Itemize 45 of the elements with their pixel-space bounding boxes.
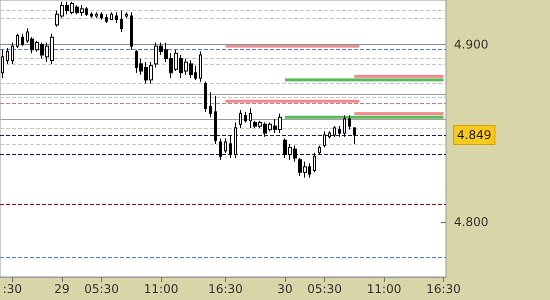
- x-tick-label: 16:30: [426, 282, 461, 296]
- candlestick: [328, 130, 331, 139]
- candlestick: [11, 42, 14, 64]
- candlestick: [333, 126, 336, 138]
- ref-line-label: 4.849: [457, 128, 492, 142]
- candlestick: [115, 12, 118, 24]
- candlestick: [348, 114, 351, 130]
- x-tick-label: 16:30: [208, 282, 243, 296]
- x-tick-label: 11:00: [144, 282, 178, 296]
- candlestick: [105, 14, 108, 24]
- candlestick: [6, 47, 9, 64]
- candlestick: [224, 138, 227, 154]
- candlestick: [209, 92, 212, 118]
- candlestick: [110, 12, 113, 20]
- x-tick-label: 29: [54, 282, 70, 296]
- candlestick: [95, 12, 98, 18]
- x-tick-label: 05:30: [307, 282, 342, 296]
- candlestick: [16, 33, 19, 48]
- candlestick: [120, 10, 123, 32]
- candlestick: [353, 127, 356, 144]
- candlestick: [249, 108, 252, 128]
- candlestick: [219, 138, 222, 160]
- candlestick: [21, 33, 24, 47]
- y-tick-label: 4.900: [454, 37, 488, 52]
- candlestick: [214, 95, 217, 144]
- x-tick-label: :30: [2, 282, 22, 296]
- candlestick: [318, 145, 321, 155]
- candlestick: [323, 130, 326, 148]
- candlestick: [229, 134, 232, 159]
- candlestick: [343, 114, 346, 138]
- candlestick: [239, 110, 242, 128]
- candlestick: [244, 111, 247, 124]
- candlestick: [130, 12, 133, 50]
- candlestick: [313, 152, 316, 173]
- y-tick-label: 4.800: [454, 214, 488, 229]
- candlestick: [100, 12, 103, 20]
- x-tick-label: 05:30: [84, 282, 119, 296]
- candlestick: [199, 50, 202, 82]
- x-tick-label: 30: [277, 282, 293, 296]
- candlestick: [204, 81, 207, 112]
- candlestick: [338, 126, 341, 138]
- candlestick: [90, 12, 93, 18]
- candlestick: [234, 122, 237, 159]
- x-tick-label: 11:00: [366, 282, 402, 296]
- candlestick: [125, 12, 128, 18]
